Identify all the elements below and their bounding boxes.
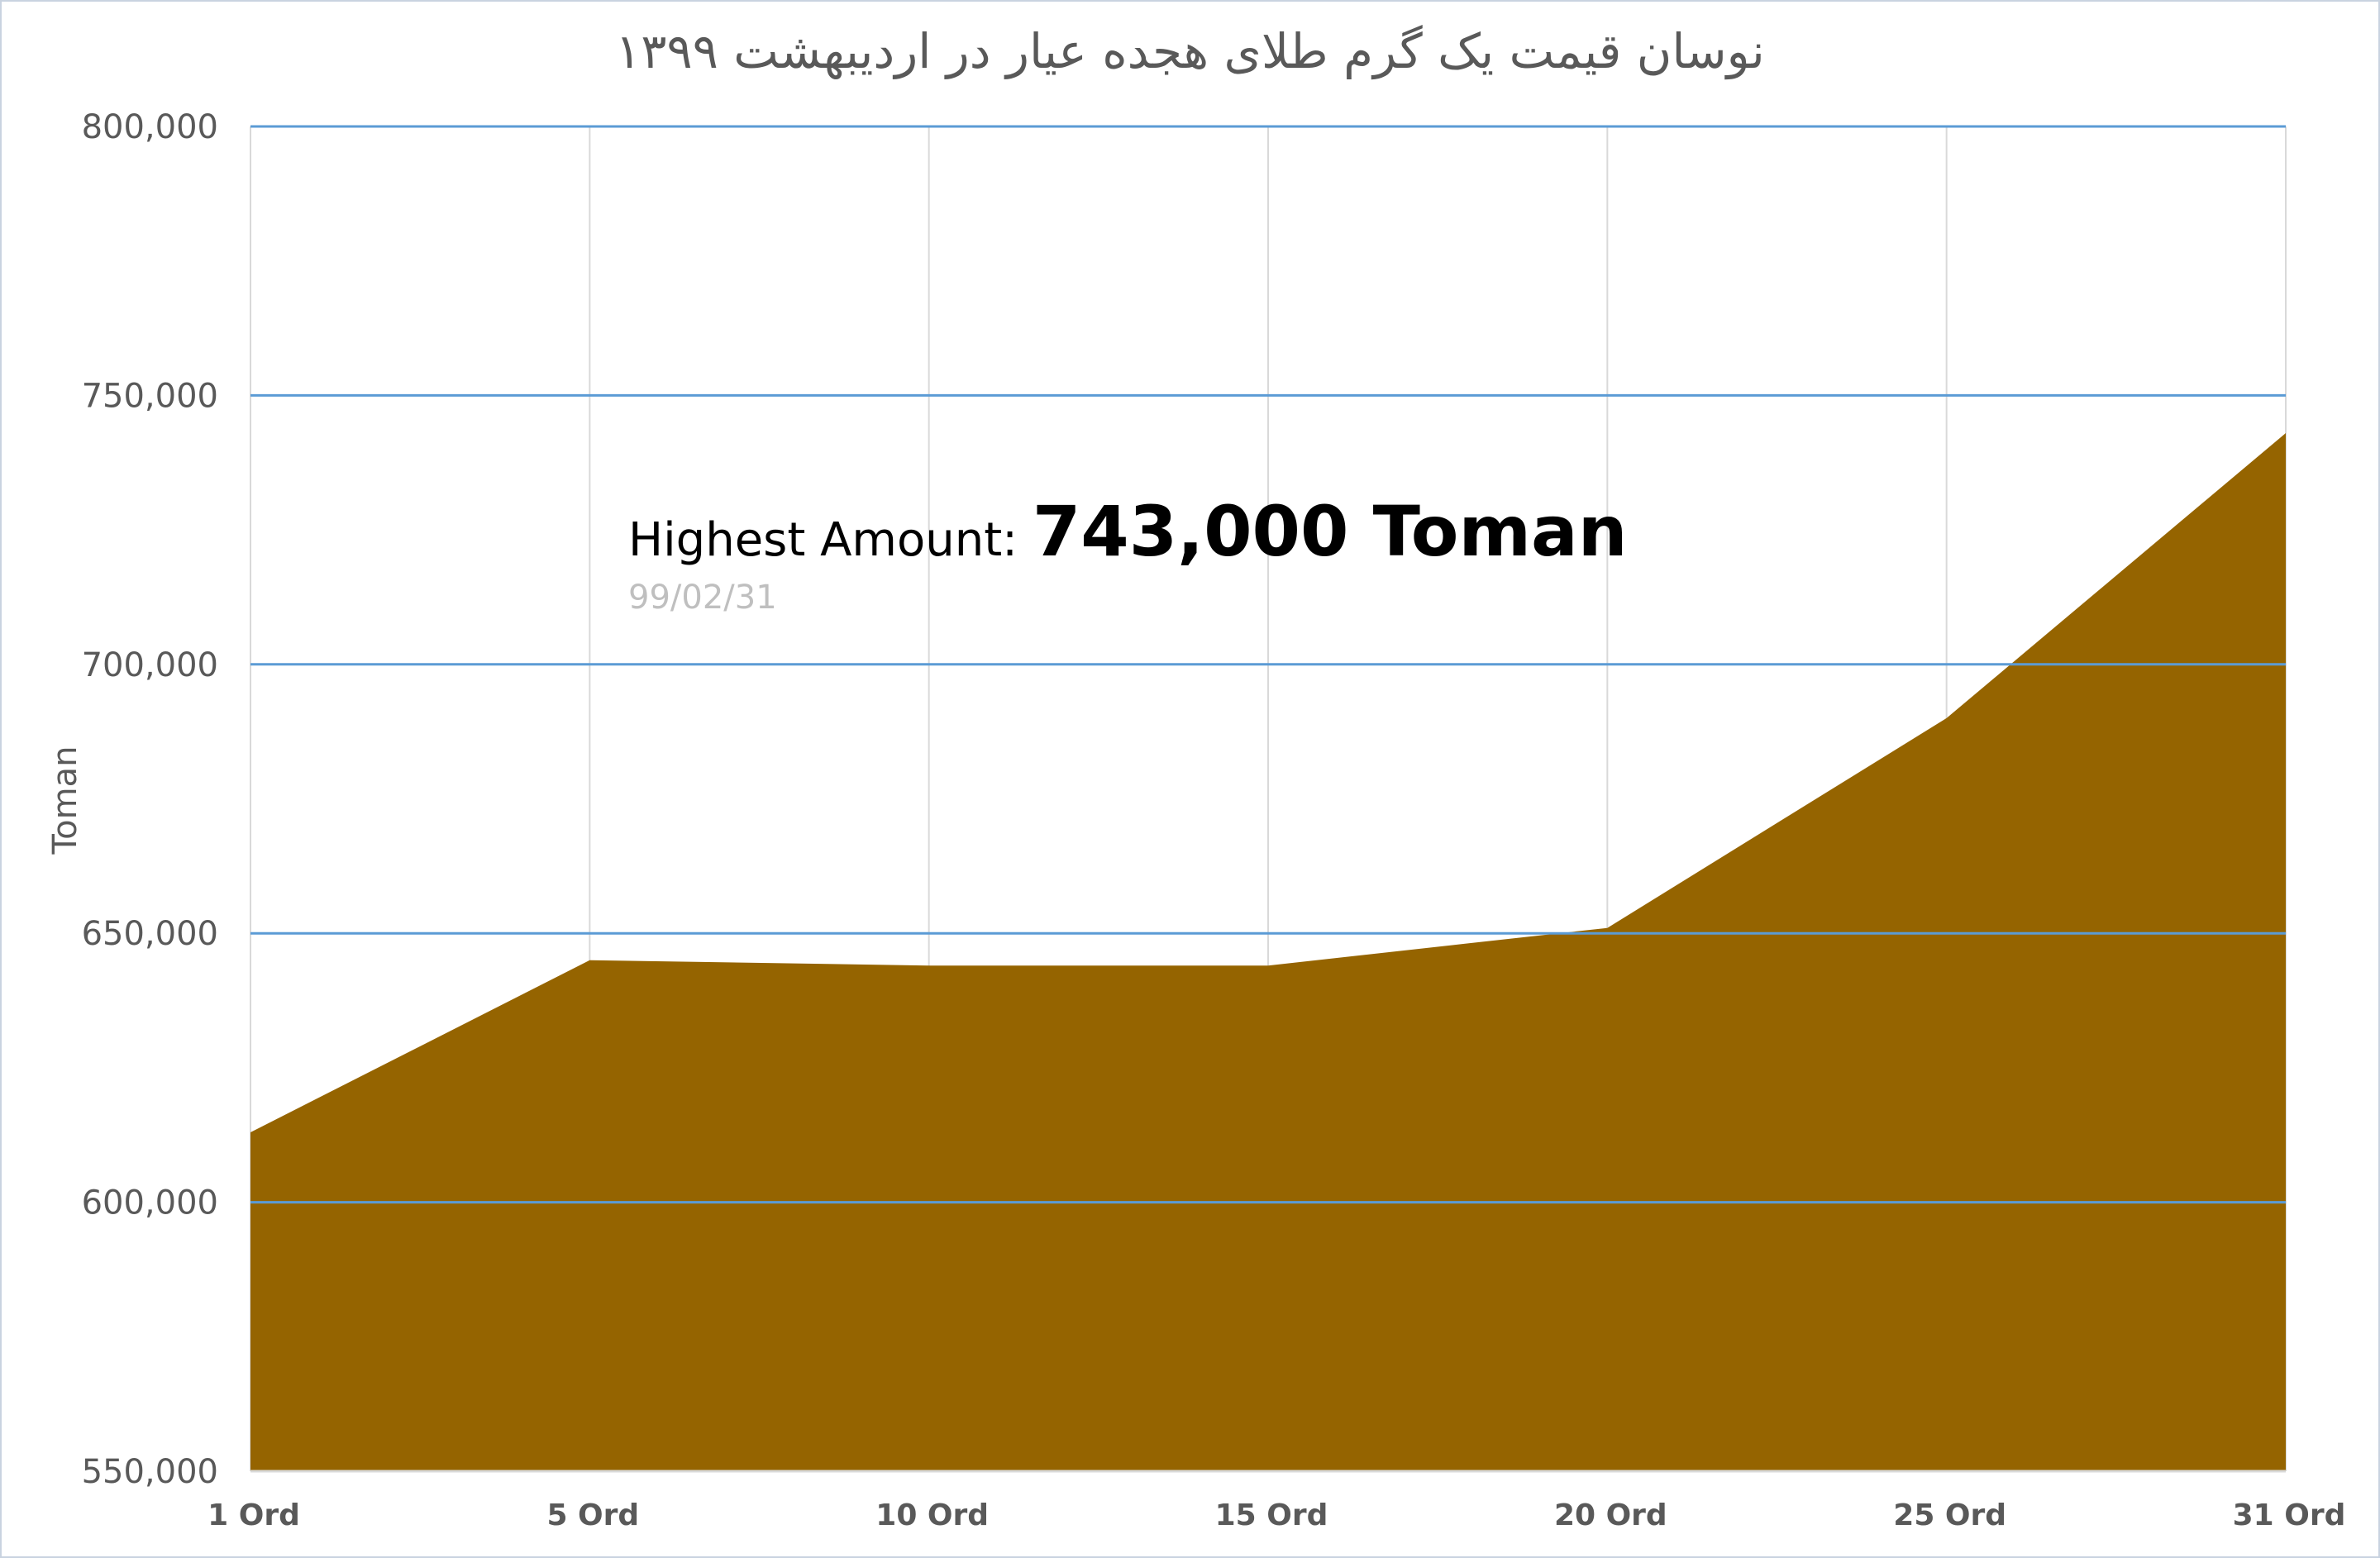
y-tick-label: 600,000 [82,1184,218,1222]
area-series [250,432,2286,1471]
y-tick-label: 550,000 [82,1453,218,1491]
x-tick-label: 15 Ord [1215,1498,1328,1532]
price-area [250,432,2286,1471]
annotation-value: 743,000 Toman [1033,491,1628,572]
x-tick-label: 31 Ord [2233,1498,2346,1532]
chart-title: نوسان قیمت یک گرم طلای هجده عیار در اردی… [615,23,1765,79]
x-tick-label: 1 Ord [207,1498,300,1532]
y-tick-label: 650,000 [82,915,218,953]
x-tick-label: 20 Ord [1554,1498,1667,1532]
y-axis-ticks: 550,000 600,000 650,000 700,000 750,000 800,0… [82,108,218,1491]
annotation-date: 99/02/31 [628,579,777,617]
annotation-prefix: Highest Amount: [628,513,1033,567]
y-axis-label: Toman [46,746,84,855]
x-axis-ticks: 1 Ord 5 Ord 10 Ord 15 Ord 20 Ord 25 Ord 31 Ord [207,1498,2345,1532]
horizontal-gridlines [250,125,2286,1473]
highest-amount-annotation: Highest Amount: 743,000 Toman [628,491,1628,572]
y-tick-label: 750,000 [82,377,218,415]
x-tick-label: 10 Ord [875,1498,989,1532]
x-tick-label: 25 Ord [1893,1498,2006,1532]
y-tick-label: 700,000 [82,646,218,684]
y-tick-label: 800,000 [82,108,218,146]
x-tick-label: 5 Ord [546,1498,639,1532]
